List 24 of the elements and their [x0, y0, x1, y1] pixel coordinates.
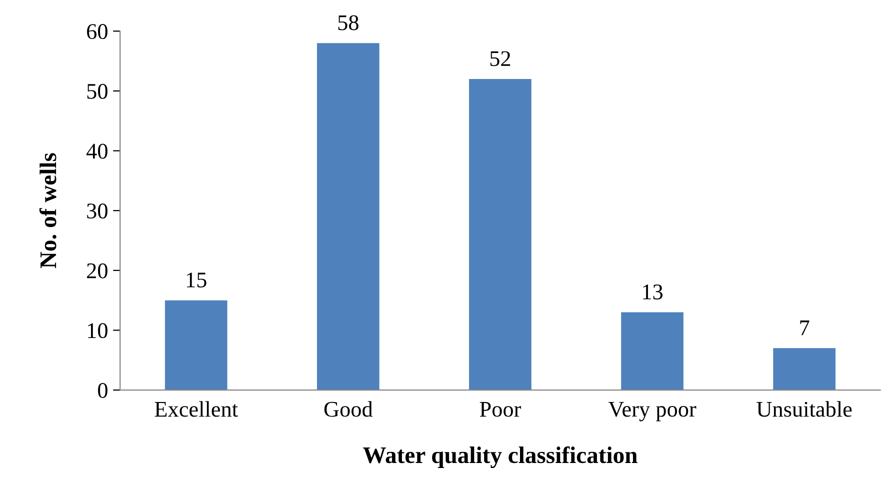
bar [621, 312, 684, 390]
data-label: 13 [643, 284, 663, 300]
bar [316, 43, 380, 390]
data-label: 58 [338, 15, 358, 30]
bar [773, 348, 836, 390]
x-tick-label: Poor [480, 402, 522, 417]
x-tick-label: Good [324, 401, 373, 417]
data-label: 7 [800, 320, 810, 336]
data-label: 15 [186, 272, 206, 288]
y-tick-label: 20 [87, 263, 108, 278]
bar [164, 300, 228, 390]
y-tick-label: 60 [87, 24, 108, 40]
y-tick-label: 0 [98, 382, 108, 398]
x-axis-title: Water quality classification [363, 446, 638, 468]
y-axis-title: No. of wells [39, 153, 56, 268]
y-tick-label: 40 [86, 144, 108, 159]
y-tick-label: 10 [88, 323, 108, 338]
x-tick-label: Very poor [608, 402, 696, 422]
y-tick-label: 30 [87, 204, 108, 219]
x-tick-label: Excellent [154, 401, 238, 417]
data-label: 52 [490, 51, 510, 66]
x-tick-label: Unsuitable [756, 401, 852, 417]
y-tick-label: 50 [87, 84, 108, 99]
bar [469, 78, 532, 390]
